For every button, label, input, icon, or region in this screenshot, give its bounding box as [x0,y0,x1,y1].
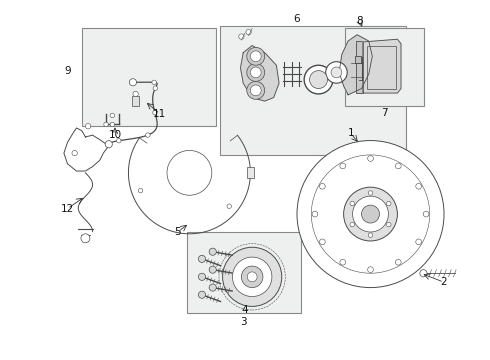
Bar [355,56,361,63]
Text: 2: 2 [441,277,447,287]
Circle shape [395,163,401,169]
Circle shape [250,85,261,96]
Circle shape [247,63,265,81]
Circle shape [117,139,121,143]
Bar [345,28,424,107]
Circle shape [420,270,427,277]
Circle shape [133,91,138,96]
Circle shape [198,255,205,262]
Bar [356,41,362,93]
Text: 7: 7 [382,108,388,118]
Circle shape [198,273,205,280]
Circle shape [110,113,115,118]
Circle shape [222,247,282,306]
Text: 6: 6 [294,14,300,24]
Circle shape [319,239,325,245]
Circle shape [368,156,373,161]
Text: 11: 11 [153,109,167,119]
Circle shape [129,79,137,86]
Bar [132,96,139,107]
Circle shape [416,183,421,189]
Circle shape [310,71,327,89]
Circle shape [146,133,150,137]
Circle shape [247,272,257,282]
Bar [82,28,216,126]
Polygon shape [241,45,279,101]
Circle shape [362,205,379,223]
Text: 8: 8 [356,16,363,26]
Circle shape [319,183,325,189]
Circle shape [167,150,212,195]
Circle shape [343,187,397,241]
Polygon shape [364,39,401,93]
Circle shape [331,67,342,78]
Circle shape [153,86,157,90]
Circle shape [247,81,265,99]
Bar [220,26,406,155]
Circle shape [232,257,272,297]
Circle shape [152,80,156,85]
Bar [187,232,300,313]
Text: 1: 1 [347,129,354,138]
Circle shape [131,80,135,85]
Text: 3: 3 [240,317,246,327]
Circle shape [350,201,354,206]
Circle shape [368,191,373,195]
Circle shape [81,234,90,243]
Circle shape [209,248,216,255]
Circle shape [312,211,318,217]
Circle shape [395,259,401,265]
Circle shape [198,291,205,298]
Circle shape [227,204,231,208]
Text: 5: 5 [174,227,181,237]
Text: 10: 10 [108,130,122,140]
Bar [367,45,395,89]
Circle shape [387,222,391,227]
Circle shape [326,62,347,83]
Circle shape [350,222,354,227]
Polygon shape [339,35,372,95]
Circle shape [72,150,77,156]
Circle shape [340,163,345,169]
Circle shape [110,122,115,127]
Circle shape [304,65,333,94]
Circle shape [416,239,421,245]
Text: 4: 4 [242,305,248,315]
Circle shape [246,30,251,35]
Circle shape [247,47,265,65]
Circle shape [242,266,263,288]
Circle shape [153,111,157,115]
Text: 9: 9 [64,66,71,76]
Circle shape [209,284,216,291]
Circle shape [368,267,373,273]
Circle shape [85,123,91,129]
Circle shape [340,259,345,265]
Text: 12: 12 [61,204,74,214]
Circle shape [297,140,444,288]
Circle shape [104,122,108,127]
Circle shape [423,211,429,217]
Circle shape [105,141,112,148]
Circle shape [368,233,373,237]
Circle shape [387,201,391,206]
Bar [247,167,254,178]
Circle shape [239,34,244,39]
Circle shape [250,51,261,62]
Circle shape [250,67,261,78]
Circle shape [138,188,143,193]
Circle shape [353,196,389,232]
Circle shape [209,266,216,273]
